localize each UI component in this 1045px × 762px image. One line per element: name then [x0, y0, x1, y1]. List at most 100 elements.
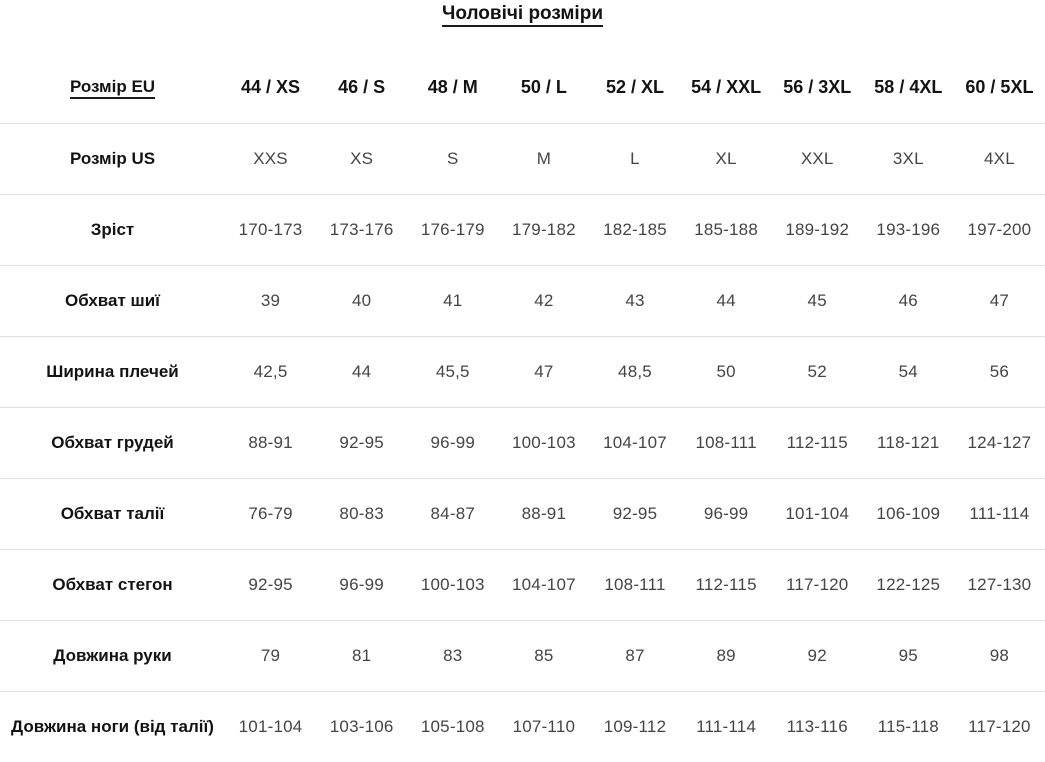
cell: 52	[771, 335, 863, 407]
cell: 111-114	[953, 477, 1045, 549]
cell: 104-107	[589, 406, 681, 478]
row-label: Ширина плечей	[0, 335, 225, 407]
cell: 117-120	[771, 548, 863, 620]
table-row-arm-length: Довжина руки 79 81 83 85 87 89 92 95 98	[0, 619, 1045, 691]
row-label: Розмір US	[0, 122, 225, 194]
size-eu-cell: 60 / 5XL	[965, 76, 1034, 97]
cell: 56	[953, 335, 1045, 407]
cell: 185-188	[680, 193, 772, 265]
table-row-chest: Обхват грудей 88-91 92-95 96-99 100-103 …	[0, 406, 1045, 478]
cell: 92	[771, 619, 863, 691]
cell: 46	[862, 264, 954, 336]
cell: 89	[680, 619, 772, 691]
size-eu-cell: 44 / XS	[241, 76, 301, 97]
cell: 41	[407, 264, 499, 336]
cell: 170-173	[225, 193, 317, 265]
page-title-text: Чоловічі розміри	[441, 3, 603, 27]
header-row-label: Розмір EU	[0, 52, 225, 123]
cell: 96-99	[316, 548, 408, 620]
cell: 127-130	[953, 548, 1045, 620]
cell: 96-99	[407, 406, 499, 478]
size-eu-cell: 50 / L	[520, 76, 567, 97]
cell: 176-179	[407, 193, 499, 265]
cell: 179-182	[498, 193, 590, 265]
cell: 48,5	[589, 335, 681, 407]
table-row-shoulders: Ширина плечей 42,5 44 45,5 47 48,5 50 52…	[0, 335, 1045, 407]
cell: 47	[953, 264, 1045, 336]
cell: 115-118	[862, 690, 954, 762]
cell: 83	[407, 619, 499, 691]
cell: 101-104	[225, 690, 317, 762]
row-label: Довжина руки	[0, 619, 225, 691]
cell: 84-87	[407, 477, 499, 549]
cell: 45,5	[407, 335, 499, 407]
cell: 39	[225, 264, 317, 336]
cell: 50	[680, 335, 772, 407]
row-label: Довжина ноги (від талії)	[0, 690, 225, 762]
cell: 173-176	[316, 193, 408, 265]
cell: 117-120	[953, 690, 1045, 762]
cell: 81	[316, 619, 408, 691]
cell: 124-127	[953, 406, 1045, 478]
cell: 106-109	[862, 477, 954, 549]
cell: 92-95	[225, 548, 317, 620]
cell: 111-114	[680, 690, 772, 762]
cell: 4XL	[953, 122, 1045, 194]
cell: XL	[680, 122, 772, 194]
cell: 182-185	[589, 193, 681, 265]
row-label: Обхват стегон	[0, 548, 225, 620]
row-label: Обхват талії	[0, 477, 225, 549]
size-eu-cell: 56 / 3XL	[783, 76, 852, 97]
cell: 189-192	[771, 193, 863, 265]
cell: 100-103	[498, 406, 590, 478]
cell: 109-112	[589, 690, 681, 762]
cell: L	[589, 122, 681, 194]
page-title: Чоловічі розміри	[0, 3, 1045, 27]
cell: 95	[862, 619, 954, 691]
table-row-neck: Обхват шиї 39 40 41 42 43 44 45 46 47	[0, 264, 1045, 336]
cell: 197-200	[953, 193, 1045, 265]
cell: 104-107	[498, 548, 590, 620]
cell: 92-95	[316, 406, 408, 478]
cell: 43	[589, 264, 681, 336]
cell: 107-110	[498, 690, 590, 762]
cell: 44	[316, 335, 408, 407]
cell: 193-196	[862, 193, 954, 265]
cell: M	[498, 122, 590, 194]
cell: 112-115	[680, 548, 772, 620]
cell: 44	[680, 264, 772, 336]
table-row-height: Зріст 170-173 173-176 176-179 179-182 18…	[0, 193, 1045, 265]
cell: 98	[953, 619, 1045, 691]
cell: 80-83	[316, 477, 408, 549]
row-label: Обхват шиї	[0, 264, 225, 336]
table-row-leg-length: Довжина ноги (від талії) 101-104 103-106…	[0, 690, 1045, 762]
cell: 108-111	[680, 406, 772, 478]
cell: 88-91	[498, 477, 590, 549]
cell: 76-79	[225, 477, 317, 549]
table-row-size-us: Розмір US XXS XS S M L XL XXL 3XL 4XL	[0, 122, 1045, 194]
cell: 122-125	[862, 548, 954, 620]
cell: 3XL	[862, 122, 954, 194]
cell: 100-103	[407, 548, 499, 620]
cell: S	[407, 122, 499, 194]
header-row-label-text: Розмір EU	[69, 77, 156, 100]
cell: XS	[316, 122, 408, 194]
size-eu-cell: 46 / S	[338, 76, 386, 97]
cell: 118-121	[862, 406, 954, 478]
size-eu-cell: 58 / 4XL	[874, 76, 943, 97]
cell: 40	[316, 264, 408, 336]
cell: 42,5	[225, 335, 317, 407]
cell: 54	[862, 335, 954, 407]
cell: 79	[225, 619, 317, 691]
cell: 42	[498, 264, 590, 336]
table-row-hips: Обхват стегон 92-95 96-99 100-103 104-10…	[0, 548, 1045, 620]
cell: 92-95	[589, 477, 681, 549]
cell: 112-115	[771, 406, 863, 478]
table-row-waist: Обхват талії 76-79 80-83 84-87 88-91 92-…	[0, 477, 1045, 549]
cell: 47	[498, 335, 590, 407]
cell: 101-104	[771, 477, 863, 549]
row-label: Обхват грудей	[0, 406, 225, 478]
cell: 87	[589, 619, 681, 691]
cell: 108-111	[589, 548, 681, 620]
size-eu-cell: 54 / XXL	[691, 76, 762, 97]
